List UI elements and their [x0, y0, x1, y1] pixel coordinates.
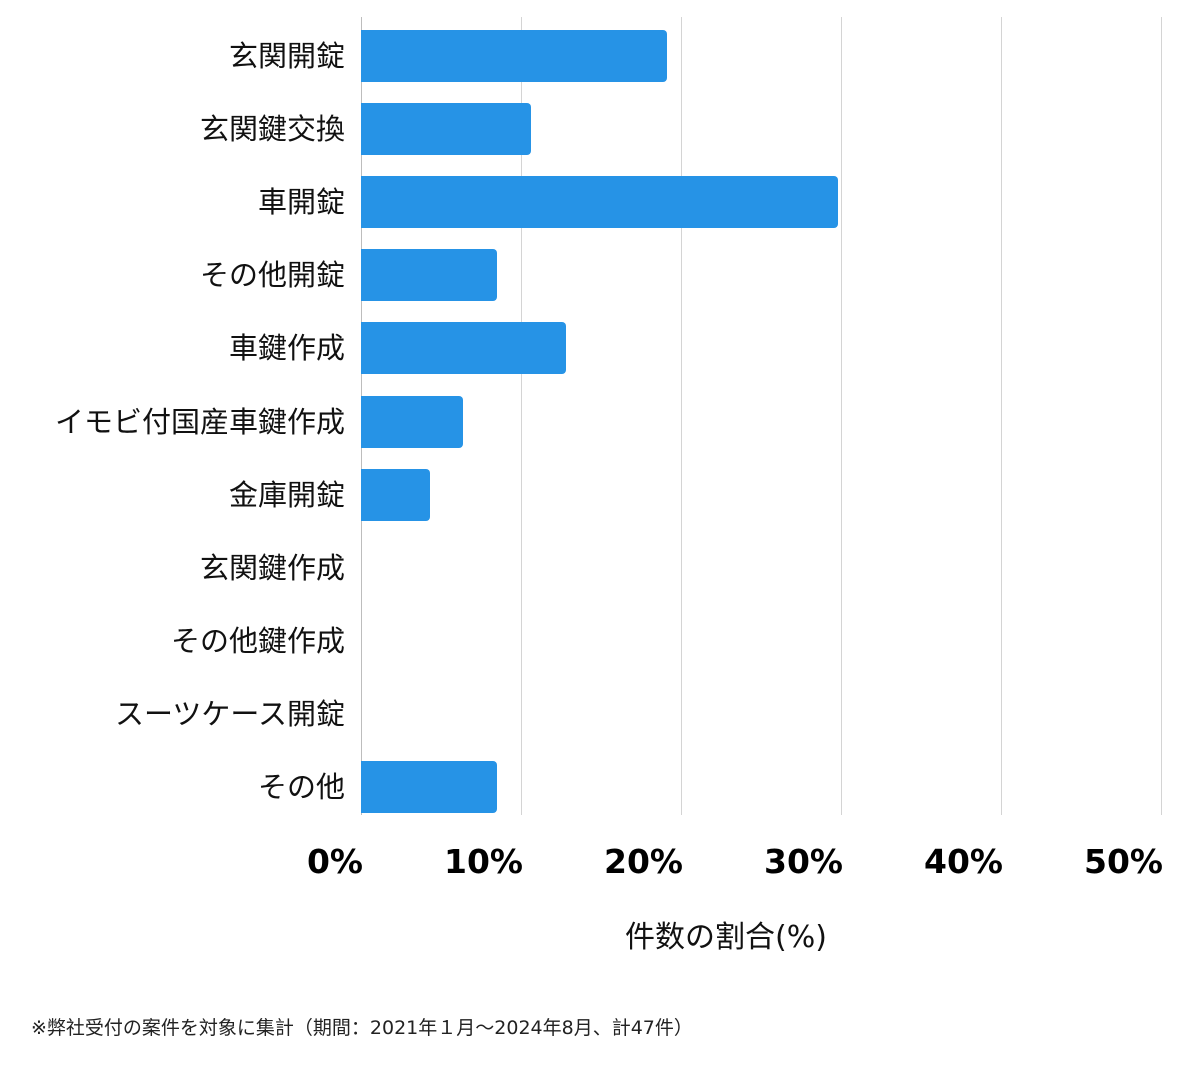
category-label: その他: [257, 770, 345, 804]
bar-row: 玄関開錠: [0, 30, 1200, 82]
category-label: 玄関鍵作成: [199, 550, 345, 585]
category-label: イモビ付国産車鍵作成: [54, 404, 345, 439]
category-label: 金庫開錠: [228, 477, 345, 512]
bar[interactable]: [361, 322, 566, 375]
gridline: [521, 17, 522, 815]
category-label: スーツケース開錠: [115, 696, 345, 731]
bar[interactable]: [361, 103, 531, 156]
bar-row: 玄関鍵作成: [0, 542, 1200, 594]
bar-row: 金庫開錠: [0, 468, 1200, 521]
bar-row: 車開錠: [0, 176, 1200, 229]
bar-row: その他鍵作成: [0, 615, 1200, 667]
bar-row: スーツケース開錠: [0, 688, 1200, 740]
category-label: その他鍵作成: [170, 623, 345, 658]
category-label: 玄関鍵交換: [199, 112, 345, 147]
x-tick-label: 20%: [604, 842, 683, 881]
x-axis-label: 件数の割合(%): [625, 920, 827, 955]
footnote: ※弊社受付の案件を対象に集計（期間：2021年１月～2024年8月、計47件）: [31, 1017, 693, 1039]
bar[interactable]: [361, 249, 497, 302]
x-tick-label: 50%: [1084, 842, 1163, 881]
bar[interactable]: [361, 395, 464, 448]
category-label: 車開錠: [257, 185, 345, 220]
gridline: [1001, 17, 1002, 815]
x-tick-label: 40%: [924, 842, 1003, 881]
gridline: [681, 17, 682, 815]
bar-row: 玄関鍵交換: [0, 103, 1200, 156]
bar-row: 車鍵作成: [0, 322, 1200, 375]
category-label: 玄関開錠: [228, 39, 345, 73]
bar-row: その他: [0, 761, 1200, 813]
bar-row: イモビ付国産車鍵作成: [0, 395, 1200, 448]
bar[interactable]: [361, 468, 430, 521]
x-tick-label: 30%: [764, 842, 843, 881]
category-label: 車鍵作成: [228, 331, 345, 366]
bar[interactable]: [361, 176, 838, 229]
bar-row: その他開錠: [0, 249, 1200, 302]
category-label: その他開錠: [199, 258, 345, 293]
bar[interactable]: [361, 761, 497, 813]
x-tick-label: 10%: [444, 842, 523, 881]
gridline: [1161, 17, 1162, 815]
bar[interactable]: [361, 30, 667, 82]
x-tick-label: 0%: [306, 842, 363, 881]
gridline: [841, 17, 842, 815]
